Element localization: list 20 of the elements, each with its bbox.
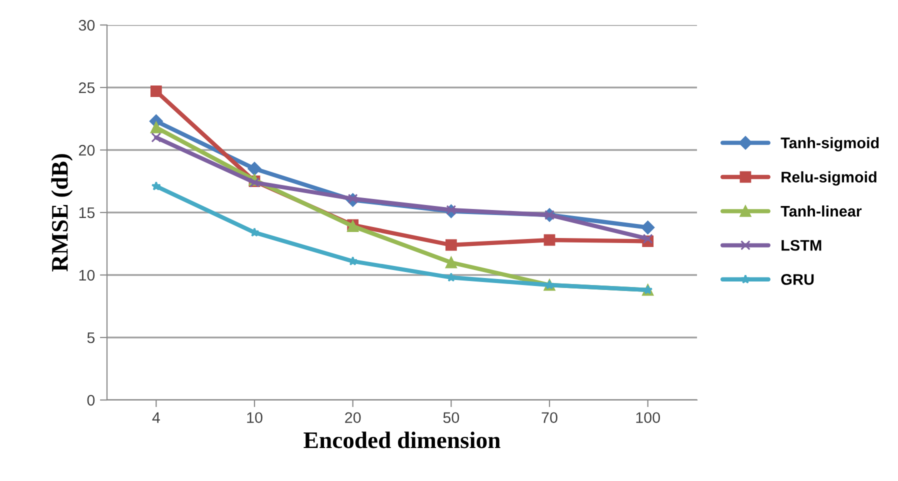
- x-tick-label: 10: [247, 412, 262, 424]
- legend-label: Tanh-linear: [780, 205, 862, 217]
- x-tick-label: 100: [636, 412, 660, 424]
- y-tick-label: 30: [78, 20, 95, 31]
- y-tick-label: 5: [87, 332, 95, 344]
- x-tick-label: 20: [345, 412, 361, 424]
- x-tick-label: 70: [542, 412, 558, 424]
- y-tick-label: 25: [78, 82, 95, 94]
- legend-label: Tanh-sigmoid: [780, 137, 879, 152]
- x-tick-label: 4: [152, 412, 160, 423]
- legend-label: LSTM: [782, 240, 822, 251]
- x-tick-label: 50: [443, 412, 460, 424]
- x-axis-title: Encoded dimension: [304, 432, 500, 448]
- y-tick-label: 20: [78, 144, 95, 156]
- legend-label: Relu-sigmoid: [782, 171, 876, 186]
- y-axis-title: RMSE (dB): [51, 154, 73, 272]
- y-tick-label: 0: [87, 394, 95, 406]
- y-tick-label: 15: [79, 208, 95, 218]
- legend-label: GRU: [781, 274, 814, 285]
- y-tick-label: 10: [79, 270, 95, 281]
